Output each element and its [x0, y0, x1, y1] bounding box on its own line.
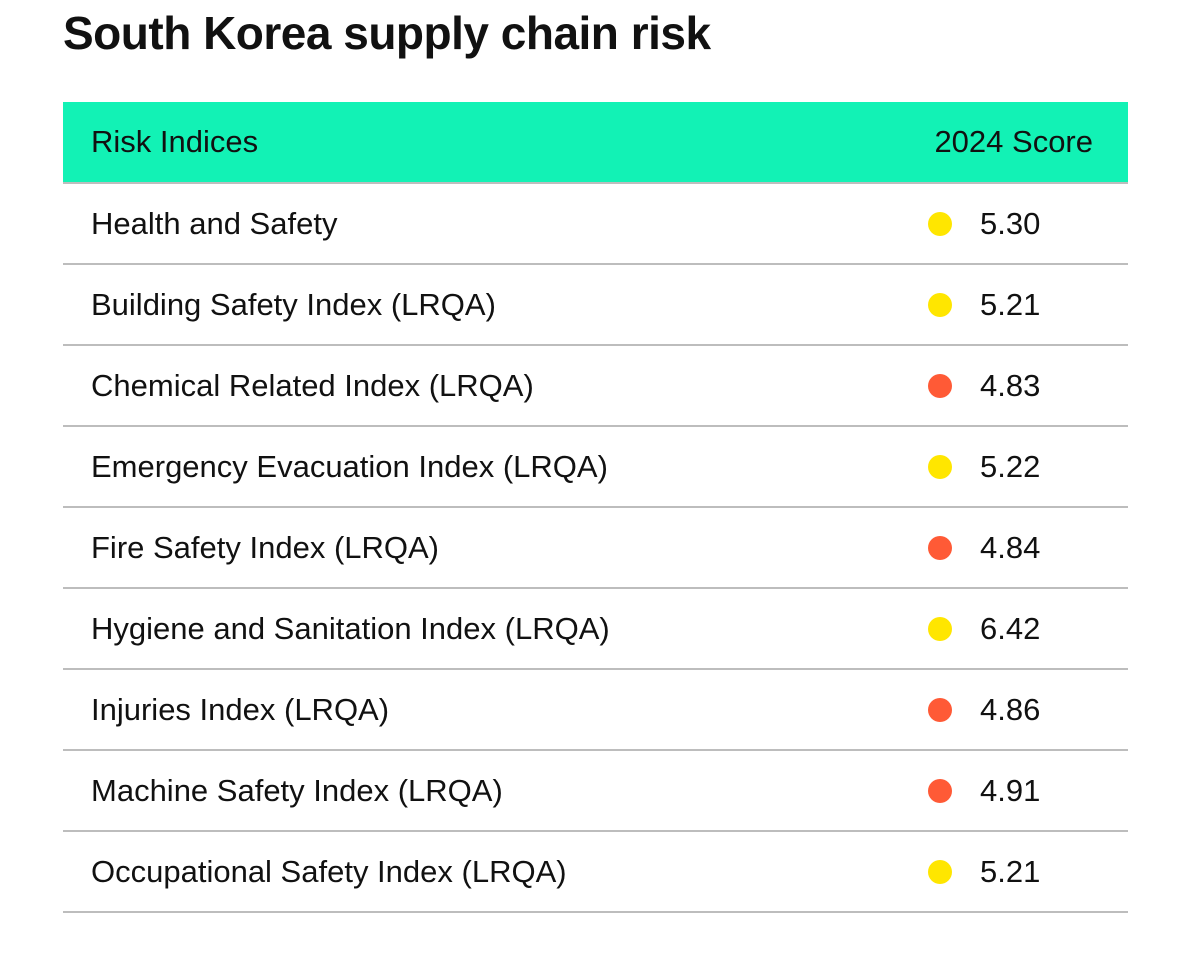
- score-value: 4.86: [980, 691, 1041, 727]
- risk-index-name: Injuries Index (LRQA): [91, 691, 390, 727]
- score-value: 6.42: [980, 610, 1041, 646]
- score-cell: 5.21: [928, 287, 1128, 323]
- score-cell: 4.91: [928, 773, 1128, 809]
- score-cell: 4.83: [928, 368, 1128, 404]
- score-cell: 5.22: [928, 449, 1128, 485]
- score-cell: 4.84: [928, 530, 1128, 566]
- risk-level-dot-icon: [928, 697, 952, 722]
- score-value: 5.30: [980, 205, 1041, 241]
- score-value: 5.21: [980, 853, 1041, 889]
- risk-index-name: Occupational Safety Index (LRQA): [91, 853, 567, 889]
- risk-index-name: Emergency Evacuation Index (LRQA): [91, 448, 608, 484]
- score-value: 4.83: [980, 367, 1041, 403]
- table-row: Injuries Index (LRQA) 4.86: [63, 670, 1128, 751]
- score-value: 5.21: [980, 286, 1041, 322]
- risk-index-name: Building Safety Index (LRQA): [91, 286, 496, 322]
- risk-level-dot-icon: [928, 454, 952, 479]
- table-header: Risk Indices 2024 Score: [63, 102, 1128, 184]
- risk-index-name: Health and Safety: [91, 205, 338, 241]
- risk-level-dot-icon: [928, 616, 952, 641]
- table-row: Health and Safety 5.30: [63, 184, 1128, 265]
- score-value: 5.22: [980, 448, 1041, 484]
- risk-index-name: Hygiene and Sanitation Index (LRQA): [91, 610, 610, 646]
- table-row: Occupational Safety Index (LRQA) 5.21: [63, 832, 1128, 913]
- risk-level-dot-icon: [928, 373, 952, 398]
- risk-level-dot-icon: [928, 535, 952, 560]
- risk-table: Risk Indices 2024 Score Health and Safet…: [63, 102, 1128, 913]
- risk-index-name: Fire Safety Index (LRQA): [91, 529, 440, 565]
- table-row: Machine Safety Index (LRQA) 4.91: [63, 751, 1128, 832]
- table-row: Emergency Evacuation Index (LRQA) 5.22: [63, 427, 1128, 508]
- risk-level-dot-icon: [928, 292, 952, 317]
- score-cell: 6.42: [928, 611, 1128, 647]
- score-value: 4.91: [980, 772, 1041, 808]
- table-row: Fire Safety Index (LRQA) 4.84: [63, 508, 1128, 589]
- risk-level-dot-icon: [928, 778, 952, 803]
- score-cell: 5.30: [928, 206, 1128, 242]
- header-score: 2024 Score: [934, 124, 1093, 159]
- risk-level-dot-icon: [928, 211, 952, 236]
- table-row: Chemical Related Index (LRQA) 4.83: [63, 346, 1128, 427]
- table-row: Building Safety Index (LRQA) 5.21: [63, 265, 1128, 346]
- risk-level-dot-icon: [928, 859, 952, 884]
- header-risk-indices: Risk Indices: [91, 124, 259, 159]
- score-value: 4.84: [980, 529, 1041, 565]
- table-row: Hygiene and Sanitation Index (LRQA) 6.42: [63, 589, 1128, 670]
- risk-index-name: Chemical Related Index (LRQA): [91, 367, 534, 403]
- score-cell: 5.21: [928, 854, 1128, 890]
- score-cell: 4.86: [928, 692, 1128, 728]
- risk-index-name: Machine Safety Index (LRQA): [91, 772, 503, 808]
- page-title: South Korea supply chain risk: [63, 7, 711, 59]
